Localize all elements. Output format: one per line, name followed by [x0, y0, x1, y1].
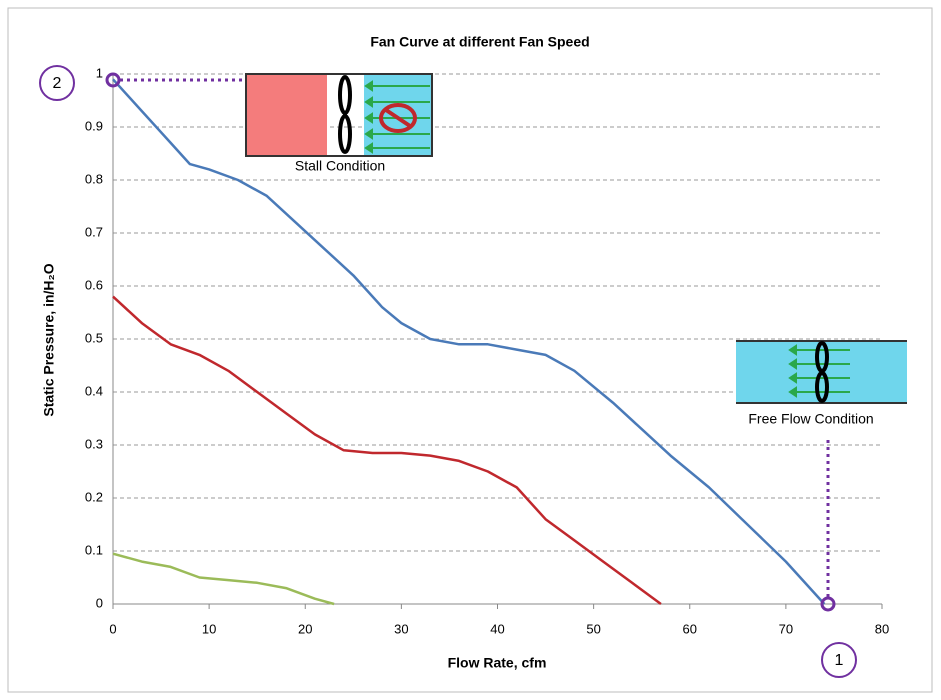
- y-tick-label: 0.7: [85, 224, 103, 239]
- x-tick-label: 20: [298, 621, 312, 636]
- y-tick-label: 0.1: [85, 542, 103, 557]
- annotation: 2: [53, 75, 62, 92]
- y-tick-label: 1: [96, 65, 103, 80]
- y-tick-label: 0.3: [85, 436, 103, 451]
- y-tick-label: 0: [96, 595, 103, 610]
- x-tick-label: 0: [109, 621, 116, 636]
- annotation: 1: [835, 652, 844, 669]
- x-axis-label: Flow Rate, cfm: [448, 655, 547, 671]
- y-tick-label: 0.8: [85, 171, 103, 186]
- y-tick-label: 0.6: [85, 277, 103, 292]
- x-tick-label: 30: [394, 621, 408, 636]
- x-tick-label: 60: [683, 621, 697, 636]
- x-tick-label: 40: [490, 621, 504, 636]
- annotation: Stall Condition: [295, 158, 385, 174]
- x-tick-label: 50: [586, 621, 600, 636]
- y-tick-label: 0.4: [85, 383, 103, 398]
- chart-title: Fan Curve at different Fan Speed: [370, 34, 589, 50]
- y-tick-label: 0.2: [85, 489, 103, 504]
- chart: Fan Curve at different Fan Speed Flow Ra…: [0, 0, 941, 700]
- y-tick-label: 0.9: [85, 118, 103, 133]
- x-tick-label: 10: [202, 621, 216, 636]
- y-tick-label: 0.5: [85, 330, 103, 345]
- x-tick-label: 80: [875, 621, 889, 636]
- x-tick-label: 70: [779, 621, 793, 636]
- annotation: Free Flow Condition: [748, 411, 873, 427]
- y-axis-label: Static Pressure, in/H₂O: [41, 263, 57, 416]
